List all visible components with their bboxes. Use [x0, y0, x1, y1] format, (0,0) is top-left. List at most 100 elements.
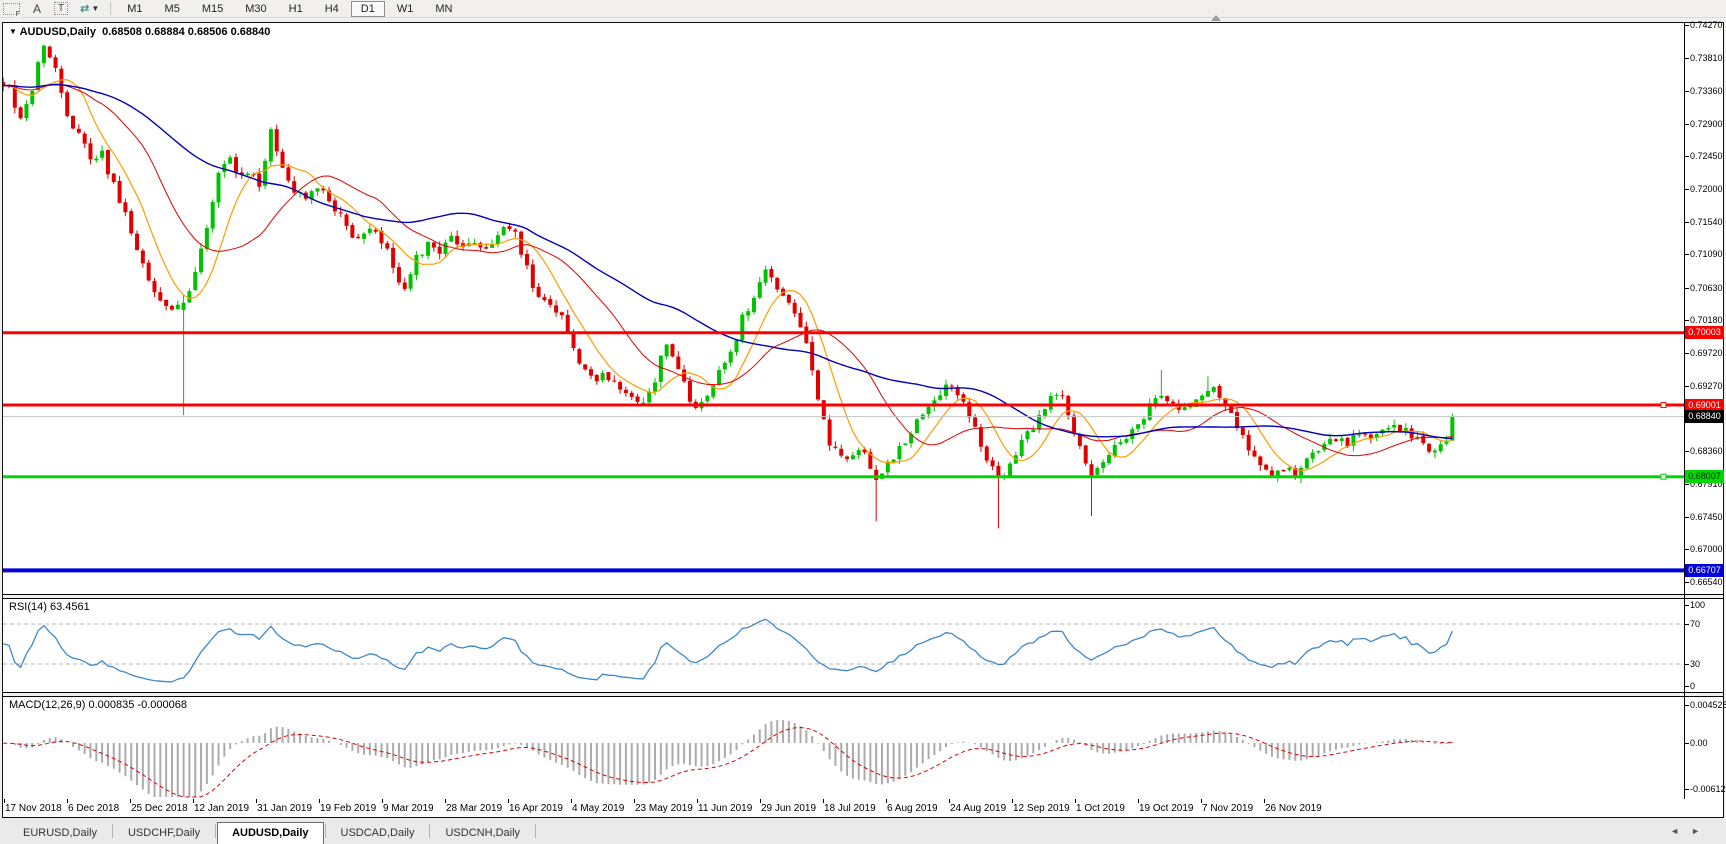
timeframe-button-H1[interactable]: H1	[288, 2, 303, 15]
timeframe-button-M5[interactable]: M5	[164, 2, 180, 15]
date-label: 4 May 2019	[572, 803, 625, 814]
date-label: 12 Sep 2019	[1013, 803, 1070, 814]
date-tick	[760, 799, 761, 803]
resistance-line-price-label: 0.70003	[1685, 326, 1724, 340]
date-label: 26 Nov 2019	[1265, 803, 1322, 814]
chart-tab-audusd[interactable]: AUDUSD,Daily	[217, 822, 324, 844]
panel-separator[interactable]	[3, 692, 1723, 693]
chart-tab-bar: EURUSD,Daily USDCHF,Daily AUDUSD,Daily USDC…	[0, 818, 1726, 844]
date-tick	[67, 799, 68, 803]
date-label: 9 Mar 2019	[383, 803, 434, 814]
current-price-line-price-label: 0.68840	[1685, 410, 1724, 424]
rsi-axis-label: 70	[1684, 619, 1701, 629]
timeframe-button-H4[interactable]: H4	[324, 2, 339, 15]
date-label: 7 Nov 2019	[1202, 803, 1254, 814]
price-axis-label: 0.70180	[1685, 315, 1723, 326]
top-toolbar: F A T ⇄ ▼ M1 M5 M15 M30 H1 H4 D1 W1 MN	[0, 0, 1726, 18]
date-tick	[382, 799, 383, 803]
price-axis-label: 0.67910	[1685, 478, 1723, 489]
chart-window: ▼ AUDUSD,Daily 0.68508 0.68884 0.68506 0…	[2, 20, 1726, 818]
timeframe-button-M15[interactable]: M15	[201, 2, 224, 15]
indicators-icon[interactable]: ⇄	[80, 3, 89, 15]
macd-main-value: 0.000835	[88, 699, 135, 711]
toolbar-separator	[110, 2, 112, 15]
date-label: 19 Oct 2019	[1139, 803, 1194, 814]
date-tick	[4, 799, 5, 803]
date-label: 1 Oct 2019	[1076, 803, 1125, 814]
support-line-price-label: 0.66707	[1685, 563, 1724, 577]
price-axis-border	[1684, 23, 1685, 799]
date-tick	[949, 799, 950, 803]
indicators-dropdown-caret[interactable]: ▼	[91, 4, 100, 13]
timeframe-button-MN[interactable]: MN	[435, 2, 453, 15]
tab-separator	[429, 824, 431, 838]
price-axis-label: 0.74270	[1685, 20, 1723, 31]
panel-separator	[3, 696, 1723, 697]
chart-tab-usdchf[interactable]: USDCHF,Daily	[127, 827, 201, 839]
date-label: 24 Aug 2019	[950, 803, 1007, 814]
panel-separator-gap	[3, 693, 1723, 696]
price-axis-label: 0.69270	[1685, 380, 1723, 391]
tab-scroll-arrows[interactable]: ◄►	[1670, 826, 1712, 836]
chart-symbol-label: AUDUSD,Daily	[19, 26, 96, 38]
panel-separator[interactable]	[3, 594, 1723, 595]
chart-title-dropdown-icon[interactable]: ▼	[9, 27, 17, 36]
chart-tab-usdcnh[interactable]: USDCNH,Daily	[445, 827, 521, 839]
date-label: 18 Jul 2019	[824, 803, 876, 814]
chart-top-strip	[0, 18, 1726, 22]
rsi-axis-label: 0	[1684, 681, 1696, 691]
date-tick	[130, 799, 131, 803]
ohlc-close: 0.68840	[230, 26, 271, 38]
date-label: 6 Dec 2018	[68, 803, 120, 814]
macd-indicator-label: MACD(12,26,9) 0.000835 -0.000068	[9, 699, 187, 711]
date-tick	[1138, 799, 1139, 803]
text-tool-icon[interactable]: T	[54, 2, 69, 15]
tab-scroll-right-icon[interactable]: ►	[1691, 826, 1712, 836]
macd-axis-label: 0.004528	[1685, 700, 1726, 710]
tab-separator	[215, 824, 217, 838]
rsi-indicator-label: RSI(14) 63.4561	[9, 601, 90, 613]
date-label: 31 Jan 2019	[257, 803, 313, 814]
panel-separator	[3, 598, 1723, 599]
date-tick	[319, 799, 320, 803]
price-axis-label: 0.73810	[1685, 53, 1723, 64]
date-label: 25 Dec 2018	[131, 803, 188, 814]
date-label: 16 Apr 2019	[509, 803, 563, 814]
date-tick	[193, 799, 194, 803]
rsi-axis-label: 100	[1684, 600, 1706, 610]
price-axis-label: 0.67000	[1685, 544, 1723, 555]
macd-axis-label: -0.006122	[1685, 784, 1726, 795]
timeframe-button-M1[interactable]: M1	[127, 2, 143, 15]
date-tick	[1012, 799, 1013, 803]
date-tick	[697, 799, 698, 803]
tab-separator	[324, 824, 326, 838]
price-axis-label: 0.69720	[1685, 348, 1723, 359]
timeframe-button-M30[interactable]: M30	[245, 2, 267, 15]
macd-axis-label: 0.00	[1685, 738, 1708, 748]
date-tick	[571, 799, 572, 803]
price-axis-label: 0.66540	[1685, 577, 1723, 588]
price-axis-label: 0.68360	[1685, 446, 1723, 457]
date-label: 11 Jun 2019	[698, 803, 753, 814]
chart-shift-marker-icon[interactable]	[1211, 15, 1221, 21]
tab-separator	[535, 824, 537, 838]
date-tick	[1264, 799, 1265, 803]
date-tick	[634, 799, 635, 803]
price-axis-label: 0.70630	[1685, 282, 1723, 293]
chart-title: ▼ AUDUSD,Daily 0.68508 0.68884 0.68506 0…	[9, 26, 270, 38]
tab-separator	[111, 824, 113, 838]
rsi-axis-label: 30	[1684, 659, 1701, 669]
label-tool-icon[interactable]: A	[33, 1, 42, 16]
tab-scroll-left-icon[interactable]: ◄	[1670, 826, 1692, 836]
timeframe-button-D1[interactable]: D1	[350, 0, 385, 17]
price-chart-canvas[interactable]	[3, 23, 1723, 799]
chart-tab-usdcad[interactable]: USDCAD,Daily	[340, 827, 415, 839]
date-tick	[508, 799, 509, 803]
price-axis-label: 0.72000	[1685, 183, 1723, 194]
date-label: 23 May 2019	[635, 803, 693, 814]
price-axis-label: 0.71540	[1685, 216, 1723, 227]
timeframe-button-W1[interactable]: W1	[396, 2, 414, 15]
date-axis[interactable]: 17 Nov 2018 6 Dec 2018 25 Dec 2018 12 Jan 2…	[3, 799, 1723, 817]
chart-tab-eurusd[interactable]: EURUSD,Daily	[23, 827, 97, 839]
